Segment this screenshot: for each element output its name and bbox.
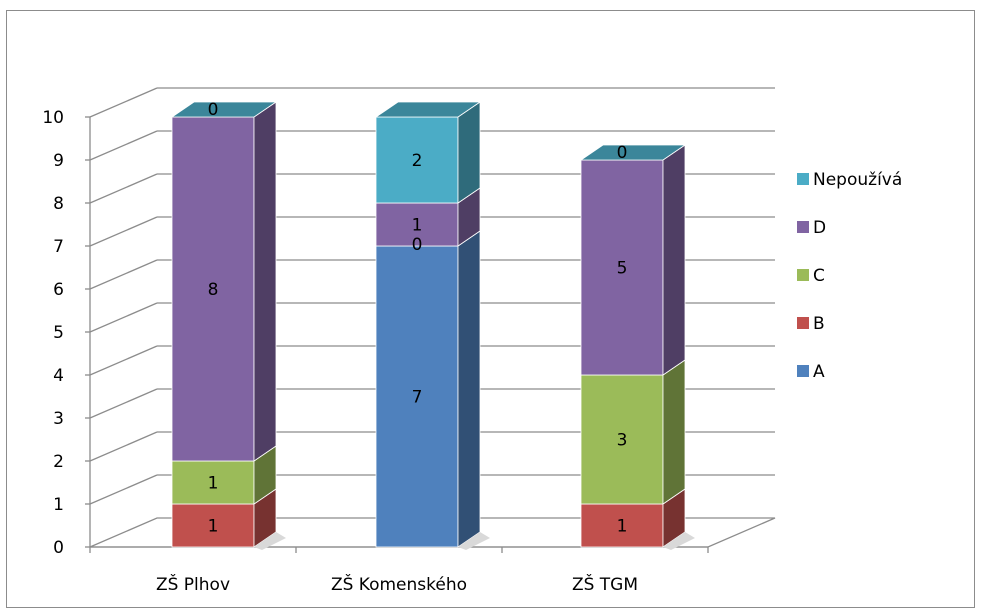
data-label: 3 <box>617 431 628 451</box>
bar-side-face <box>253 101 277 462</box>
gridline-side <box>89 388 158 419</box>
y-tick-label: 5 <box>53 323 64 343</box>
bar-front-face <box>580 374 664 505</box>
legend: Nepoužívá D C B A <box>797 170 902 382</box>
y-tick-label: 9 <box>53 151 64 171</box>
data-label: 8 <box>208 280 219 300</box>
bar-floor-shadow <box>254 532 286 550</box>
legend-swatch <box>797 365 809 377</box>
bar-segment-b <box>171 488 277 548</box>
gridline-side <box>89 345 158 376</box>
bar-top-face <box>579 144 687 161</box>
y-tick-label: 0 <box>53 538 64 558</box>
gridline-side <box>89 173 158 204</box>
y-tick-label: 8 <box>53 194 64 214</box>
bar-floor-shadow <box>663 532 695 550</box>
bar-side-face <box>662 144 686 376</box>
legend-swatch <box>797 173 809 185</box>
y-tick-label: 7 <box>53 237 64 257</box>
category-label: ZŠ Plhov <box>156 573 230 595</box>
bar-segment-d <box>375 187 481 247</box>
y-tick-label: 10 <box>42 108 64 128</box>
legend-label: B <box>813 314 825 334</box>
bar-segment-d <box>171 101 277 462</box>
bar-segment-a <box>375 230 481 548</box>
data-label: 7 <box>412 388 423 408</box>
legend-label: Nepoužívá <box>813 170 902 190</box>
bar-segment-b <box>580 488 686 548</box>
y-tick-labels: 0 1 2 3 4 5 6 7 8 9 10 <box>42 108 64 558</box>
category-label: ZŠ Komenského <box>331 573 467 595</box>
bar-front-face <box>580 159 664 376</box>
bar-top-face <box>170 101 278 118</box>
bar-front-face <box>375 116 459 204</box>
y-tick-label: 4 <box>53 366 64 386</box>
data-label: 0 <box>412 235 423 255</box>
bar-side-face <box>457 101 481 204</box>
bar-side-face <box>457 230 481 548</box>
y-tick-label: 2 <box>53 452 64 472</box>
bar-front-face <box>580 503 664 548</box>
bar-top-face <box>374 101 482 118</box>
data-label: 0 <box>617 143 628 163</box>
gridline-side <box>89 431 158 462</box>
y-tick-label: 1 <box>53 495 64 515</box>
legend-label: C <box>813 266 825 286</box>
data-label: 5 <box>617 259 628 279</box>
bar-segment-c <box>580 359 686 505</box>
data-label: 1 <box>208 517 219 537</box>
data-label: 1 <box>412 216 423 236</box>
gridline-side <box>89 302 158 333</box>
bars <box>170 101 695 550</box>
gridline-side <box>89 216 158 247</box>
bar-segment-d <box>580 144 686 376</box>
gridline-side <box>89 259 158 290</box>
data-label: 1 <box>208 474 219 494</box>
bar-segment-nepoužívá <box>375 101 481 204</box>
data-label: 2 <box>412 151 423 171</box>
gridline-side <box>89 87 158 118</box>
bar-front-face <box>171 460 255 505</box>
category-labels: ZŠ Plhov ZŠ Komenského ZŠ TGM <box>156 573 638 595</box>
data-label: 1 <box>617 517 628 537</box>
bar-side-face <box>662 359 686 505</box>
category-label: ZŠ TGM <box>572 573 638 595</box>
legend-swatch <box>797 269 809 281</box>
legend-swatch <box>797 221 809 233</box>
bar-floor-shadow <box>458 532 490 550</box>
bar-segment-c <box>171 445 277 505</box>
data-label: 0 <box>208 100 219 120</box>
gridline-side <box>89 130 158 161</box>
legend-swatch <box>797 317 809 329</box>
gridline-side <box>89 474 158 505</box>
legend-label: A <box>813 362 825 382</box>
bar-front-face <box>375 245 459 548</box>
y-tick-label: 3 <box>53 409 64 429</box>
legend-label: D <box>813 218 826 238</box>
y-tick-label: 6 <box>53 280 64 300</box>
chart-frame <box>6 10 975 608</box>
